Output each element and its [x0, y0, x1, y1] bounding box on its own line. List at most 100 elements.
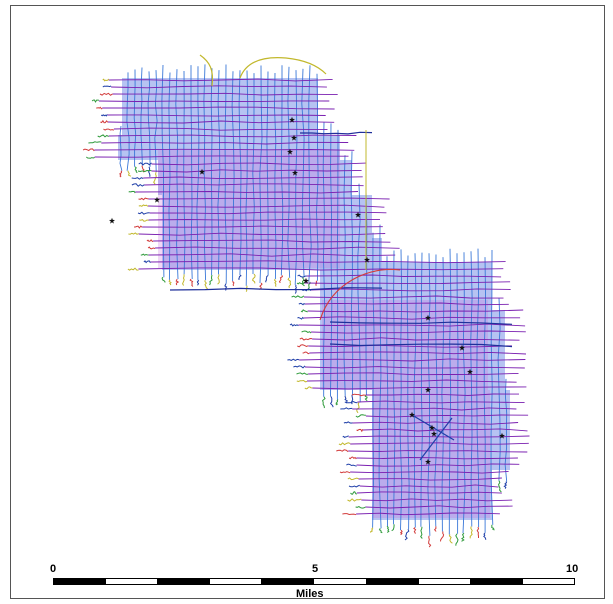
crossline-tail	[168, 279, 172, 286]
inline-tail	[298, 302, 306, 306]
crossline	[322, 122, 326, 397]
star-icon	[425, 458, 431, 465]
inline	[94, 148, 355, 151]
crossline	[483, 257, 487, 533]
inline	[306, 274, 502, 278]
curved-line	[199, 54, 214, 87]
inline	[98, 100, 330, 103]
inline	[150, 260, 506, 264]
star-icon	[109, 217, 115, 224]
crossline-tail	[404, 529, 410, 541]
inline	[348, 435, 530, 438]
inline	[359, 484, 499, 488]
inline-tail	[344, 401, 358, 404]
inline-tail	[351, 393, 366, 397]
crossline	[119, 126, 123, 171]
crossline	[301, 68, 305, 277]
inline	[112, 92, 338, 96]
crossline	[336, 129, 339, 400]
crossline-tail	[498, 480, 502, 493]
inline	[303, 316, 521, 320]
crossline-tail	[491, 524, 495, 531]
scale-bar-segment	[313, 579, 366, 584]
inline-tail	[139, 219, 149, 222]
crossline	[406, 255, 410, 530]
inline-tail	[346, 463, 357, 467]
inline	[352, 407, 517, 411]
inline-tail	[128, 232, 139, 235]
inline	[356, 512, 500, 516]
crossline-tail	[161, 276, 166, 283]
inline	[350, 442, 529, 445]
inline-tail	[131, 183, 145, 187]
star-icon	[291, 134, 297, 141]
inline	[153, 239, 391, 243]
crossline	[476, 248, 480, 527]
inline-tail	[100, 119, 109, 124]
inline	[147, 204, 385, 208]
star-icon	[199, 168, 205, 175]
inline	[312, 337, 520, 341]
crossline	[399, 249, 403, 531]
inline	[151, 162, 366, 166]
inline	[154, 246, 400, 250]
inline-tail	[287, 358, 300, 361]
inline-tail	[347, 498, 362, 502]
inline	[138, 267, 504, 271]
scale-bar	[53, 578, 575, 585]
survey-area-overlay	[158, 150, 340, 268]
crossline-tail	[420, 526, 423, 539]
inline-tail	[348, 484, 360, 488]
crossline-tail	[274, 278, 277, 287]
inline	[365, 505, 513, 509]
crossline-tail	[196, 279, 200, 286]
inline-tail	[297, 316, 305, 320]
inline-tail	[342, 513, 357, 516]
crossline-tail	[175, 278, 180, 286]
scale-bar-segment	[417, 579, 470, 584]
inline	[361, 498, 513, 502]
scale-bar-segment	[157, 579, 210, 584]
inline	[108, 134, 357, 138]
inline	[310, 288, 511, 292]
inline	[148, 218, 381, 221]
inline-tail	[102, 85, 112, 88]
star-icon	[289, 116, 295, 123]
crossline	[357, 183, 361, 403]
scale-bar-segment	[521, 579, 574, 584]
inline	[365, 393, 520, 396]
inline	[138, 232, 386, 236]
crossline-tail	[428, 535, 432, 548]
long-survey-line	[300, 131, 373, 135]
inline-tail	[143, 260, 151, 264]
inline-tail	[88, 141, 102, 144]
scale-label-0: 0	[50, 563, 57, 575]
crossline-tail	[455, 533, 459, 546]
star-icon	[499, 432, 505, 439]
inline	[350, 470, 509, 474]
crossline-tail	[469, 526, 473, 539]
crossline-tail	[356, 402, 360, 414]
star-icon	[467, 368, 473, 375]
inline	[304, 281, 511, 285]
inline-tail	[340, 407, 353, 410]
inline-tail	[297, 344, 309, 348]
inline-tail	[347, 477, 359, 481]
crossline-tail	[148, 166, 151, 177]
crossline-tail	[182, 274, 185, 286]
inline-tail	[301, 330, 312, 334]
crossline	[365, 189, 368, 396]
inline-tail	[348, 456, 357, 460]
crossline-tail	[413, 527, 417, 534]
long-survey-line	[329, 343, 513, 348]
inline	[102, 106, 335, 110]
crossline-tail	[204, 280, 208, 290]
inline	[356, 457, 518, 460]
survey-grid	[82, 54, 530, 548]
star-icon	[431, 430, 437, 437]
inline-tail	[138, 162, 152, 166]
crossline-tail	[399, 529, 403, 536]
star-icon	[303, 277, 309, 284]
inline-tail	[304, 386, 313, 390]
inline-tail	[300, 309, 308, 313]
